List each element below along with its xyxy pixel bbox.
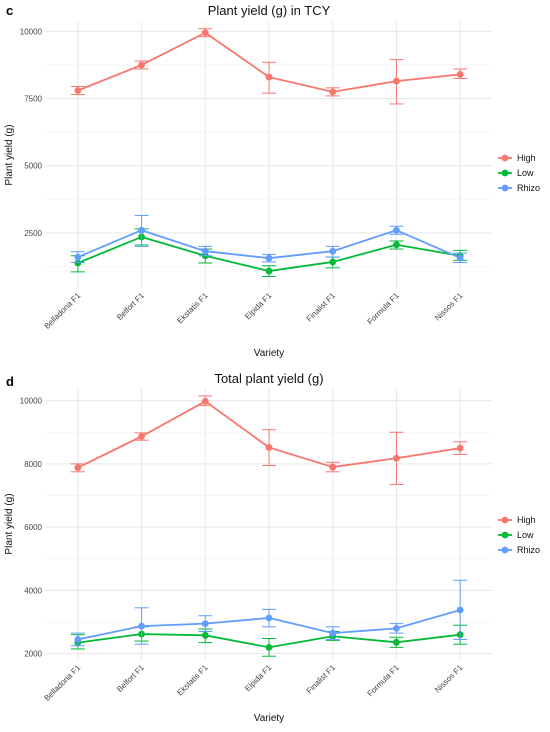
x-tick-label: Finalist F1 — [305, 663, 338, 696]
legend-label: Rhizo — [517, 183, 540, 193]
chart-panel-c: c Plant yield (g) in TCY 2500 5000 7500 10000… — [4, 3, 540, 359]
data-point — [393, 624, 400, 632]
x-axis-title: Variety — [254, 348, 284, 359]
legend-label: Rhizo — [517, 545, 540, 555]
y-axis-title: Plant yield (g) — [4, 124, 15, 185]
x-tick-label: Ekstatis F1 — [175, 291, 210, 326]
data-point — [138, 622, 145, 630]
data-point — [456, 70, 464, 78]
data-point — [201, 247, 209, 255]
series-high — [70, 395, 468, 485]
legend-item-high: High — [498, 515, 536, 525]
legend-item-low: Low — [498, 530, 534, 540]
panel-letter: c — [6, 3, 13, 18]
legend-key-point — [501, 169, 509, 177]
legend: High Low Rhizo — [498, 153, 540, 193]
x-tick-label: Belladona F1 — [43, 663, 83, 703]
legend-key-point — [501, 516, 509, 524]
data-point — [329, 258, 337, 266]
legend-key-point — [501, 546, 509, 554]
series-high — [70, 28, 468, 105]
panel-letter: d — [6, 374, 14, 389]
legend: High Low Rhizo — [498, 515, 540, 555]
legend-item-rhizo: Rhizo — [498, 183, 540, 193]
data-point — [329, 88, 337, 96]
x-tick-label: Belfort F1 — [115, 663, 146, 694]
data-point — [201, 631, 209, 639]
legend-item-high: High — [498, 153, 536, 163]
data-point — [265, 444, 273, 451]
data-point — [393, 226, 400, 234]
data-point — [329, 463, 337, 471]
data-point — [456, 254, 464, 262]
y-tick-label: 6000 — [24, 523, 42, 532]
legend-label: Low — [517, 168, 534, 178]
x-tick-label: Elpida F1 — [243, 663, 274, 694]
y-tick-label: 4000 — [24, 586, 42, 595]
x-tick-label: Ekstatis F1 — [175, 663, 210, 698]
x-tick-label: Formula F1 — [366, 291, 402, 327]
data-point — [265, 73, 273, 81]
legend-label: High — [517, 515, 536, 525]
data-point — [393, 241, 400, 249]
data-point — [138, 61, 145, 69]
data-point — [201, 620, 209, 628]
legend-item-low: Low — [498, 168, 534, 178]
chart-panel-d: d Total plant yield (g) 2000 4000 6000 8000 10… — [4, 371, 540, 724]
series-rhizo — [70, 214, 468, 263]
data-point — [138, 432, 145, 440]
data-point — [74, 87, 82, 94]
y-tick-label: 2500 — [24, 229, 42, 238]
chart-title: Plant yield (g) in TCY — [208, 3, 331, 18]
x-tick-label: Nissos F1 — [433, 291, 465, 323]
legend-label: Low — [517, 530, 534, 540]
x-axis-title: Variety — [254, 713, 284, 724]
y-tick-label: 2000 — [24, 650, 42, 659]
chart-title: Total plant yield (g) — [214, 371, 323, 386]
data-point — [74, 464, 82, 472]
x-tick-label: Finalist F1 — [305, 291, 338, 324]
data-point — [201, 29, 209, 37]
data-point — [265, 614, 273, 622]
data-point — [74, 253, 82, 261]
y-tick-label: 10000 — [20, 27, 43, 36]
legend-key-point — [501, 184, 509, 192]
x-tick-label: Belfort F1 — [115, 291, 146, 322]
legend-key-point — [501, 531, 509, 539]
data-point — [456, 444, 464, 452]
y-tick-label: 8000 — [24, 460, 42, 469]
legend-key-point — [501, 154, 509, 162]
y-axis-title: Plant yield (g) — [4, 493, 15, 554]
y-tick-label: 5000 — [24, 162, 42, 171]
data-point — [393, 77, 400, 85]
legend-item-rhizo: Rhizo — [498, 545, 540, 555]
data-point — [74, 259, 82, 267]
data-point — [393, 454, 400, 462]
data-point — [265, 643, 273, 651]
y-tick-label: 7500 — [24, 95, 42, 104]
data-point — [393, 638, 400, 646]
x-tick-label: Formula F1 — [366, 663, 402, 699]
data-point — [329, 629, 337, 637]
data-point — [74, 636, 82, 643]
data-point — [201, 397, 209, 405]
x-tick-label: Belladona F1 — [43, 291, 83, 331]
data-point — [329, 247, 337, 255]
data-point — [265, 267, 273, 275]
data-point — [456, 606, 464, 614]
legend-label: High — [517, 153, 536, 163]
data-point — [265, 254, 273, 262]
series-rhizo — [70, 579, 468, 647]
y-tick-label: 10000 — [20, 397, 43, 406]
x-tick-label: Elpida F1 — [243, 291, 274, 322]
x-tick-label: Nissos F1 — [433, 663, 465, 695]
data-point — [138, 226, 145, 234]
